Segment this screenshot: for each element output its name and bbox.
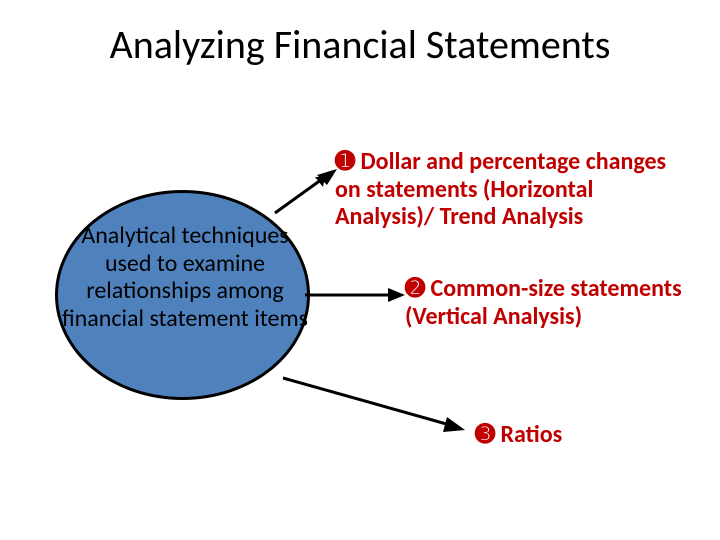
item-1-text: Dollar and percentage changes on stateme… <box>335 147 666 231</box>
slide: Analyzing Financial Statements Analytica… <box>0 0 720 540</box>
bullet-2-icon: ➋ <box>405 275 425 302</box>
bullet-1-icon: ➊ <box>335 148 355 175</box>
item-3-text: Ratios <box>495 420 562 449</box>
ellipse-label: Analytical techniques used to examine re… <box>60 222 310 332</box>
arrow-3 <box>275 370 475 440</box>
item-2-text: Common-size statements (Vertical Analysi… <box>405 274 682 331</box>
bullet-3-icon: ➌ <box>475 421 495 448</box>
item-2: ➋ Common-size statements (Vertical Analy… <box>405 275 685 330</box>
arrow-2 <box>300 280 410 310</box>
item-1: ➊ Dollar and percentage changes on state… <box>335 148 675 231</box>
slide-title: Analyzing Financial Statements <box>0 20 720 69</box>
arrow-1 <box>265 165 345 225</box>
item-3: ➌ Ratios <box>475 420 695 449</box>
